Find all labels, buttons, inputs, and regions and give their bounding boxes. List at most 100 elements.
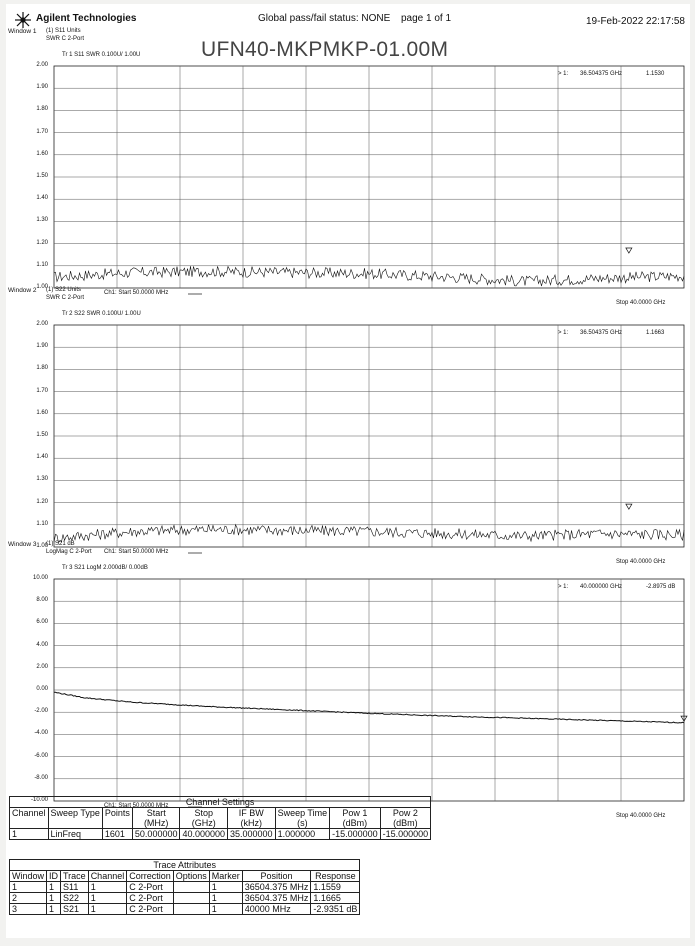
window-label: Window 1 xyxy=(8,28,37,35)
marker-glyph xyxy=(625,503,633,510)
x-stop-label: Stop 40.0000 GHz xyxy=(616,300,666,306)
channel-settings-title: Channel Settings xyxy=(8,796,432,808)
trace-attributes-cell: 1 xyxy=(46,881,62,893)
pass-fail-status: Global pass/fail status: NONE xyxy=(258,13,391,24)
channel-settings-header: Pow 1 (dBm) xyxy=(329,807,381,829)
y-tick-label: 1.40 xyxy=(36,454,48,461)
y-tick-label: 10.00 xyxy=(32,575,48,581)
marker-label: > 1: xyxy=(558,71,569,77)
trace-label: Tr 1 S11 SWR 0.100U/ 1.00U xyxy=(62,52,141,58)
channel-settings-cell: -15.000000 xyxy=(379,828,432,840)
trace-attributes-cell: 1.1665 xyxy=(310,892,361,904)
trace-line xyxy=(53,265,685,287)
trace-attributes-cell: 1 xyxy=(46,903,62,915)
y-tick-label: 1.50 xyxy=(36,173,48,179)
marker-label: > 1: xyxy=(558,330,569,336)
trace-attributes-cell: 1 xyxy=(8,881,48,893)
y-tick-label: 1.60 xyxy=(36,409,48,416)
y-tick-label: 8.00 xyxy=(36,597,48,604)
marker-frequency: 36.504375 GHz xyxy=(580,71,623,77)
y-tick-label: 1.20 xyxy=(36,239,48,246)
y-tick-label: 1.50 xyxy=(36,432,48,438)
trace-attributes-cell: -2.9351 dB xyxy=(310,903,361,915)
y-tick-label: 1.10 xyxy=(36,261,48,268)
channel-settings-header: Sweep Type xyxy=(47,807,103,829)
trace-attributes-cell: 3 xyxy=(8,903,48,915)
window-subtitle-2: LogMag C 2-Port xyxy=(46,549,92,555)
window-subtitle-2: SWR C 2-Port xyxy=(46,295,85,301)
trace-attributes-cell: C 2-Port xyxy=(126,881,174,893)
window-subtitle-1: (1) S22 Units xyxy=(46,287,82,293)
channel-settings-cell: 1601 xyxy=(101,828,133,840)
window-subtitle-2: SWR C 2-Port xyxy=(46,36,85,42)
x-stop-label: Stop 40.0000 GHz xyxy=(616,559,666,565)
y-tick-label: 1.70 xyxy=(36,128,48,135)
part-number-title: UFN40-MKPMKP-01.00M xyxy=(201,38,449,61)
window-label: Window 2 xyxy=(8,287,37,294)
y-tick-label: 1.30 xyxy=(36,217,48,224)
table-row: 2 1 S22 1 C 2-Port 1 36504.375 MHz 1.1665 xyxy=(8,892,361,904)
window-subtitle-1: (1) S21 dB xyxy=(46,541,75,547)
channel-settings-table: Channel Settings Channel Sweep Type Points S… xyxy=(8,796,432,840)
trace-attributes-cell: 1 xyxy=(87,892,128,904)
marker-glyph xyxy=(680,715,688,722)
trace-label: Tr 3 S21 LogM 2.000dB/ 0.00dB xyxy=(62,565,148,571)
x-start-label: Ch1: Start 50.0000 MHz xyxy=(104,290,169,296)
y-tick-label: 1.90 xyxy=(36,84,48,91)
x-start-label: Ch1: Start 50.0000 MHz xyxy=(104,549,169,555)
trace-attributes-cell: 1 xyxy=(87,881,128,893)
trace-attributes-header: Position xyxy=(241,870,312,882)
trace-attributes-header: Trace xyxy=(60,870,89,882)
trace-attributes-header: Channel xyxy=(87,870,128,882)
trace-attributes-header: Window xyxy=(8,870,48,882)
marker-value: -2.8975 dB xyxy=(646,584,676,590)
y-tick-label: 1.00 xyxy=(36,543,48,549)
marker-value: 1.1530 xyxy=(646,71,665,77)
channel-settings-header: Sweep Time (s) xyxy=(274,807,331,829)
trace-attributes-cell: 1.1559 xyxy=(310,881,361,893)
y-tick-label: 2.00 xyxy=(36,663,48,670)
y-tick-label: 1.40 xyxy=(36,195,48,202)
trace-attributes-cell: S21 xyxy=(60,903,89,915)
trace-plot-3 xyxy=(53,578,688,808)
trace-attributes-title: Trace Attributes xyxy=(8,859,361,871)
trace-attributes-cell: S22 xyxy=(60,892,89,904)
brand-name: Agilent Technologies xyxy=(36,13,137,24)
y-tick-label: 1.70 xyxy=(36,387,48,394)
y-tick-label: -4.00 xyxy=(34,730,48,737)
marker-frequency: 36.504375 GHz xyxy=(580,330,623,336)
y-tick-label: 1.90 xyxy=(36,343,48,350)
trace-attributes-header: Correction xyxy=(126,870,174,882)
y-tick-label: 0.00 xyxy=(36,686,48,692)
marker-value: 1.1663 xyxy=(646,330,665,336)
window-label: Window 3 xyxy=(8,541,37,548)
channel-settings-cell: -15.000000 xyxy=(329,828,381,840)
channel-settings-header: Channel xyxy=(9,807,49,829)
print-datetime: 19-Feb-2022 22:17:58 xyxy=(586,16,685,27)
channel-settings-cell: 40.000000 xyxy=(179,828,229,840)
y-tick-label: 6.00 xyxy=(36,619,48,626)
trace-attributes-cell: C 2-Port xyxy=(126,892,174,904)
y-tick-label: 2.00 xyxy=(36,321,48,327)
y-tick-label: 1.80 xyxy=(36,106,48,113)
marker-frequency: 40.000000 GHz xyxy=(580,584,623,590)
y-tick-label: -6.00 xyxy=(34,752,48,759)
table-row: 3 1 S21 1 C 2-Port 1 40000 MHz -2.9351 dB xyxy=(8,903,361,915)
channel-settings-cell: LinFreq xyxy=(47,828,103,840)
trace-attributes-cell: 40000 MHz xyxy=(241,903,312,915)
channel-settings-cell: 50.000000 xyxy=(131,828,181,840)
trace-attributes-cell: 2 xyxy=(8,892,48,904)
trace-line xyxy=(54,691,685,724)
channel-settings-header: Start (MHz) xyxy=(131,807,181,829)
marker-label: > 1: xyxy=(558,584,569,590)
window-subtitle-1: (1) S11 Units xyxy=(46,28,81,34)
marker-glyph xyxy=(625,247,633,254)
trace-attributes-cell xyxy=(172,892,210,904)
trace-attributes-header: ID xyxy=(46,870,62,882)
trace-attributes-cell: 1 xyxy=(208,892,243,904)
y-tick-label: 1.20 xyxy=(36,498,48,505)
channel-settings-cell: 1 xyxy=(9,828,49,840)
trace-attributes-cell xyxy=(172,881,210,893)
trace-attributes-cell: 1 xyxy=(208,881,243,893)
trace-attributes-cell: 36504.375 MHz xyxy=(241,892,312,904)
